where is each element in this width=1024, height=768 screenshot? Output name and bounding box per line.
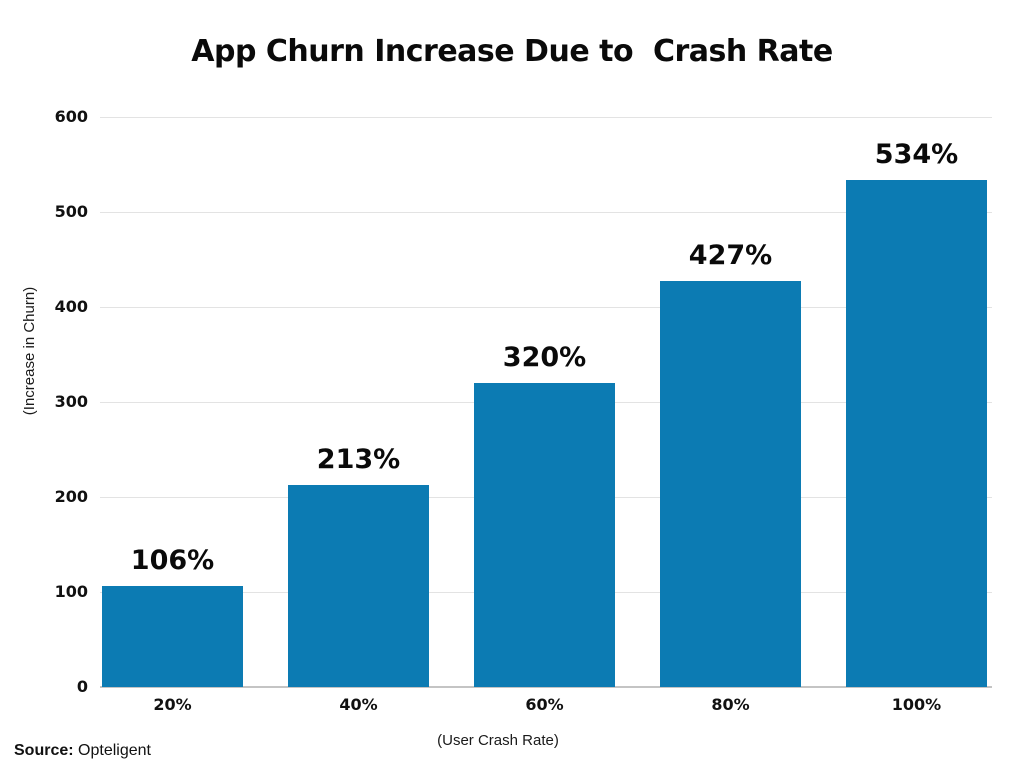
y-tick-label: 100 [54,582,88,601]
y-tick-label: 400 [54,297,88,316]
bar [474,383,615,687]
bar-value-label: 106% [130,545,215,577]
bar-value-label: 427% [688,240,773,272]
bar-value-label: 320% [502,342,587,373]
source-label: Source: [14,742,74,759]
x-tick-label: 100% [891,695,942,714]
y-tick-label: 500 [54,202,88,221]
bar-value-label: 213% [316,443,401,475]
x-tick-label: 60% [525,695,564,714]
x-tick-label: 20% [153,695,192,714]
bar [846,179,987,687]
bar [288,484,429,687]
bar-value-label: 534% [874,138,959,170]
gridline [100,117,992,118]
gridline [100,307,992,308]
y-tick-label: 600 [54,107,88,126]
x-axis-title: (User Crash Rate) [437,732,559,749]
gridline [100,212,992,213]
y-tick-label: 200 [54,487,88,506]
bar [660,281,801,687]
x-tick-label: 40% [339,695,378,714]
x-axis-baseline [100,686,992,688]
chart-title: App Churn Increase Due to Crash Rate [191,34,833,69]
source-line: Source: Opteligent [14,742,151,760]
y-tick-label: 0 [76,677,88,696]
x-tick-label: 80% [711,695,750,714]
y-tick-label: 300 [54,392,88,411]
bar [102,586,243,687]
source-value: Opteligent [78,742,151,759]
